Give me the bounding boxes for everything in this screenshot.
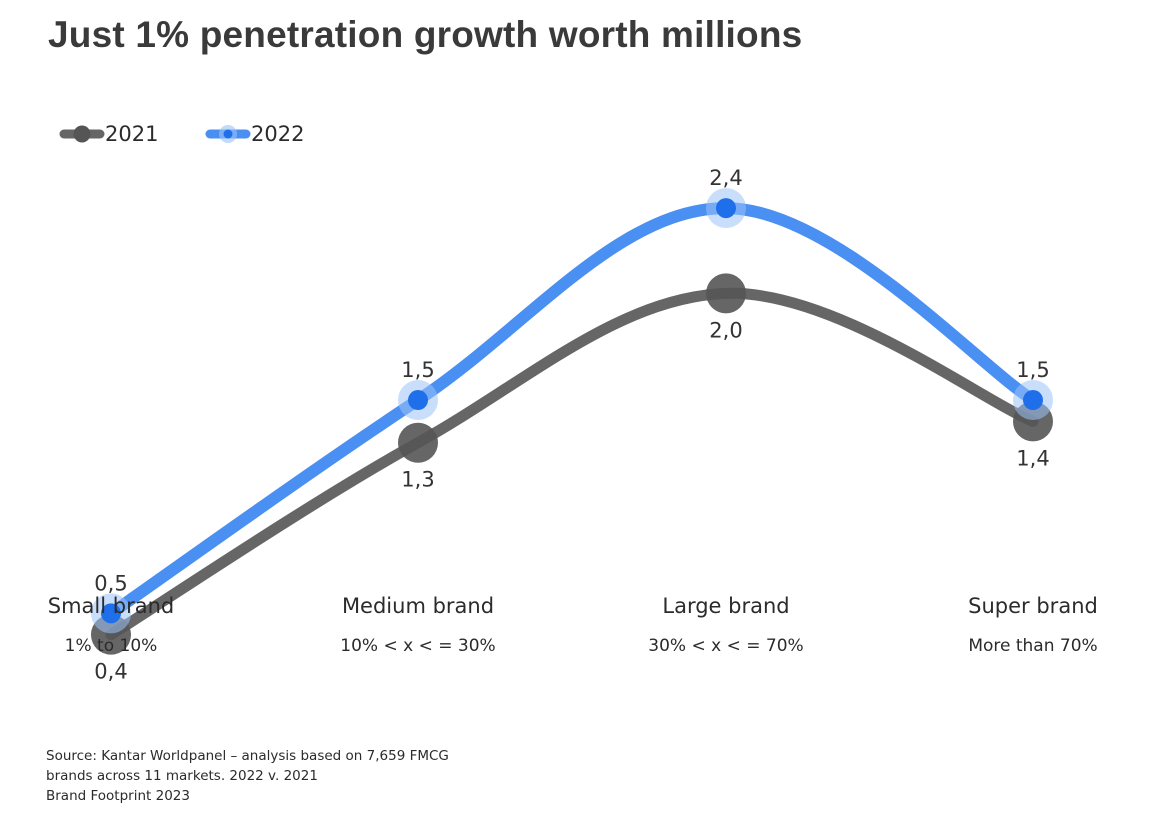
series-markers xyxy=(91,188,1053,655)
source-line: Source: Kantar Worldpanel – analysis bas… xyxy=(46,748,449,764)
legend: 2021 2022 xyxy=(59,122,304,146)
category-label: Large brand xyxy=(662,594,789,618)
value-label-2022: 1,5 xyxy=(401,358,434,382)
source-line: Brand Footprint 2023 xyxy=(46,788,190,804)
category-subtitle: More than 70% xyxy=(968,636,1097,656)
marker-2022 xyxy=(716,198,736,219)
marker-2022 xyxy=(1023,390,1043,411)
value-label-2021: 0,4 xyxy=(94,660,127,684)
value-labels: 0,5 1,5 2,4 1,5 0,4 1,3 2,0 1,4 xyxy=(94,166,1049,684)
series-lines xyxy=(105,202,1039,641)
series-line-2021 xyxy=(105,287,1039,641)
value-label-2021: 2,0 xyxy=(709,318,742,342)
value-label-2021: 1,4 xyxy=(1016,446,1049,470)
category-subtitle: 10% < x < = 30% xyxy=(340,636,495,656)
chart-title: Just 1% penetration growth worth million… xyxy=(48,14,803,55)
value-label-2021: 1,3 xyxy=(401,468,434,492)
source-note: Source: Kantar Worldpanel – analysis bas… xyxy=(46,746,449,806)
category-label: Small brand xyxy=(48,594,174,618)
category-label: Medium brand xyxy=(342,594,494,618)
series-line-2022 xyxy=(105,202,1039,620)
marker-2022 xyxy=(408,390,428,411)
legend-marker-2021 xyxy=(73,125,91,143)
value-label-2022: 1,5 xyxy=(1016,358,1049,382)
legend-label-2022: 2022 xyxy=(251,122,304,146)
category-subtitle: 30% < x < = 70% xyxy=(648,636,803,656)
line-chart: 2021 2022 0,5 1,5 2,4 1,5 0,4 1,3 2,0 1,4 Small … xyxy=(48,122,1098,684)
marker-2021 xyxy=(706,273,746,314)
value-label-2022: 2,4 xyxy=(709,166,742,190)
marker-2022 xyxy=(101,603,121,624)
legend-marker-2022 xyxy=(223,129,233,139)
category-label: Super brand xyxy=(968,594,1098,618)
value-label-2022: 0,5 xyxy=(94,571,127,595)
legend-label-2021: 2021 xyxy=(105,122,158,146)
category-subtitle: 1% to 10% xyxy=(65,636,158,656)
category-labels: Small brand 1% to 10% Medium brand 10% < x … xyxy=(48,594,1098,656)
source-line: brands across 11 markets. 2022 v. 2021 xyxy=(46,768,318,784)
marker-2021 xyxy=(398,422,438,463)
